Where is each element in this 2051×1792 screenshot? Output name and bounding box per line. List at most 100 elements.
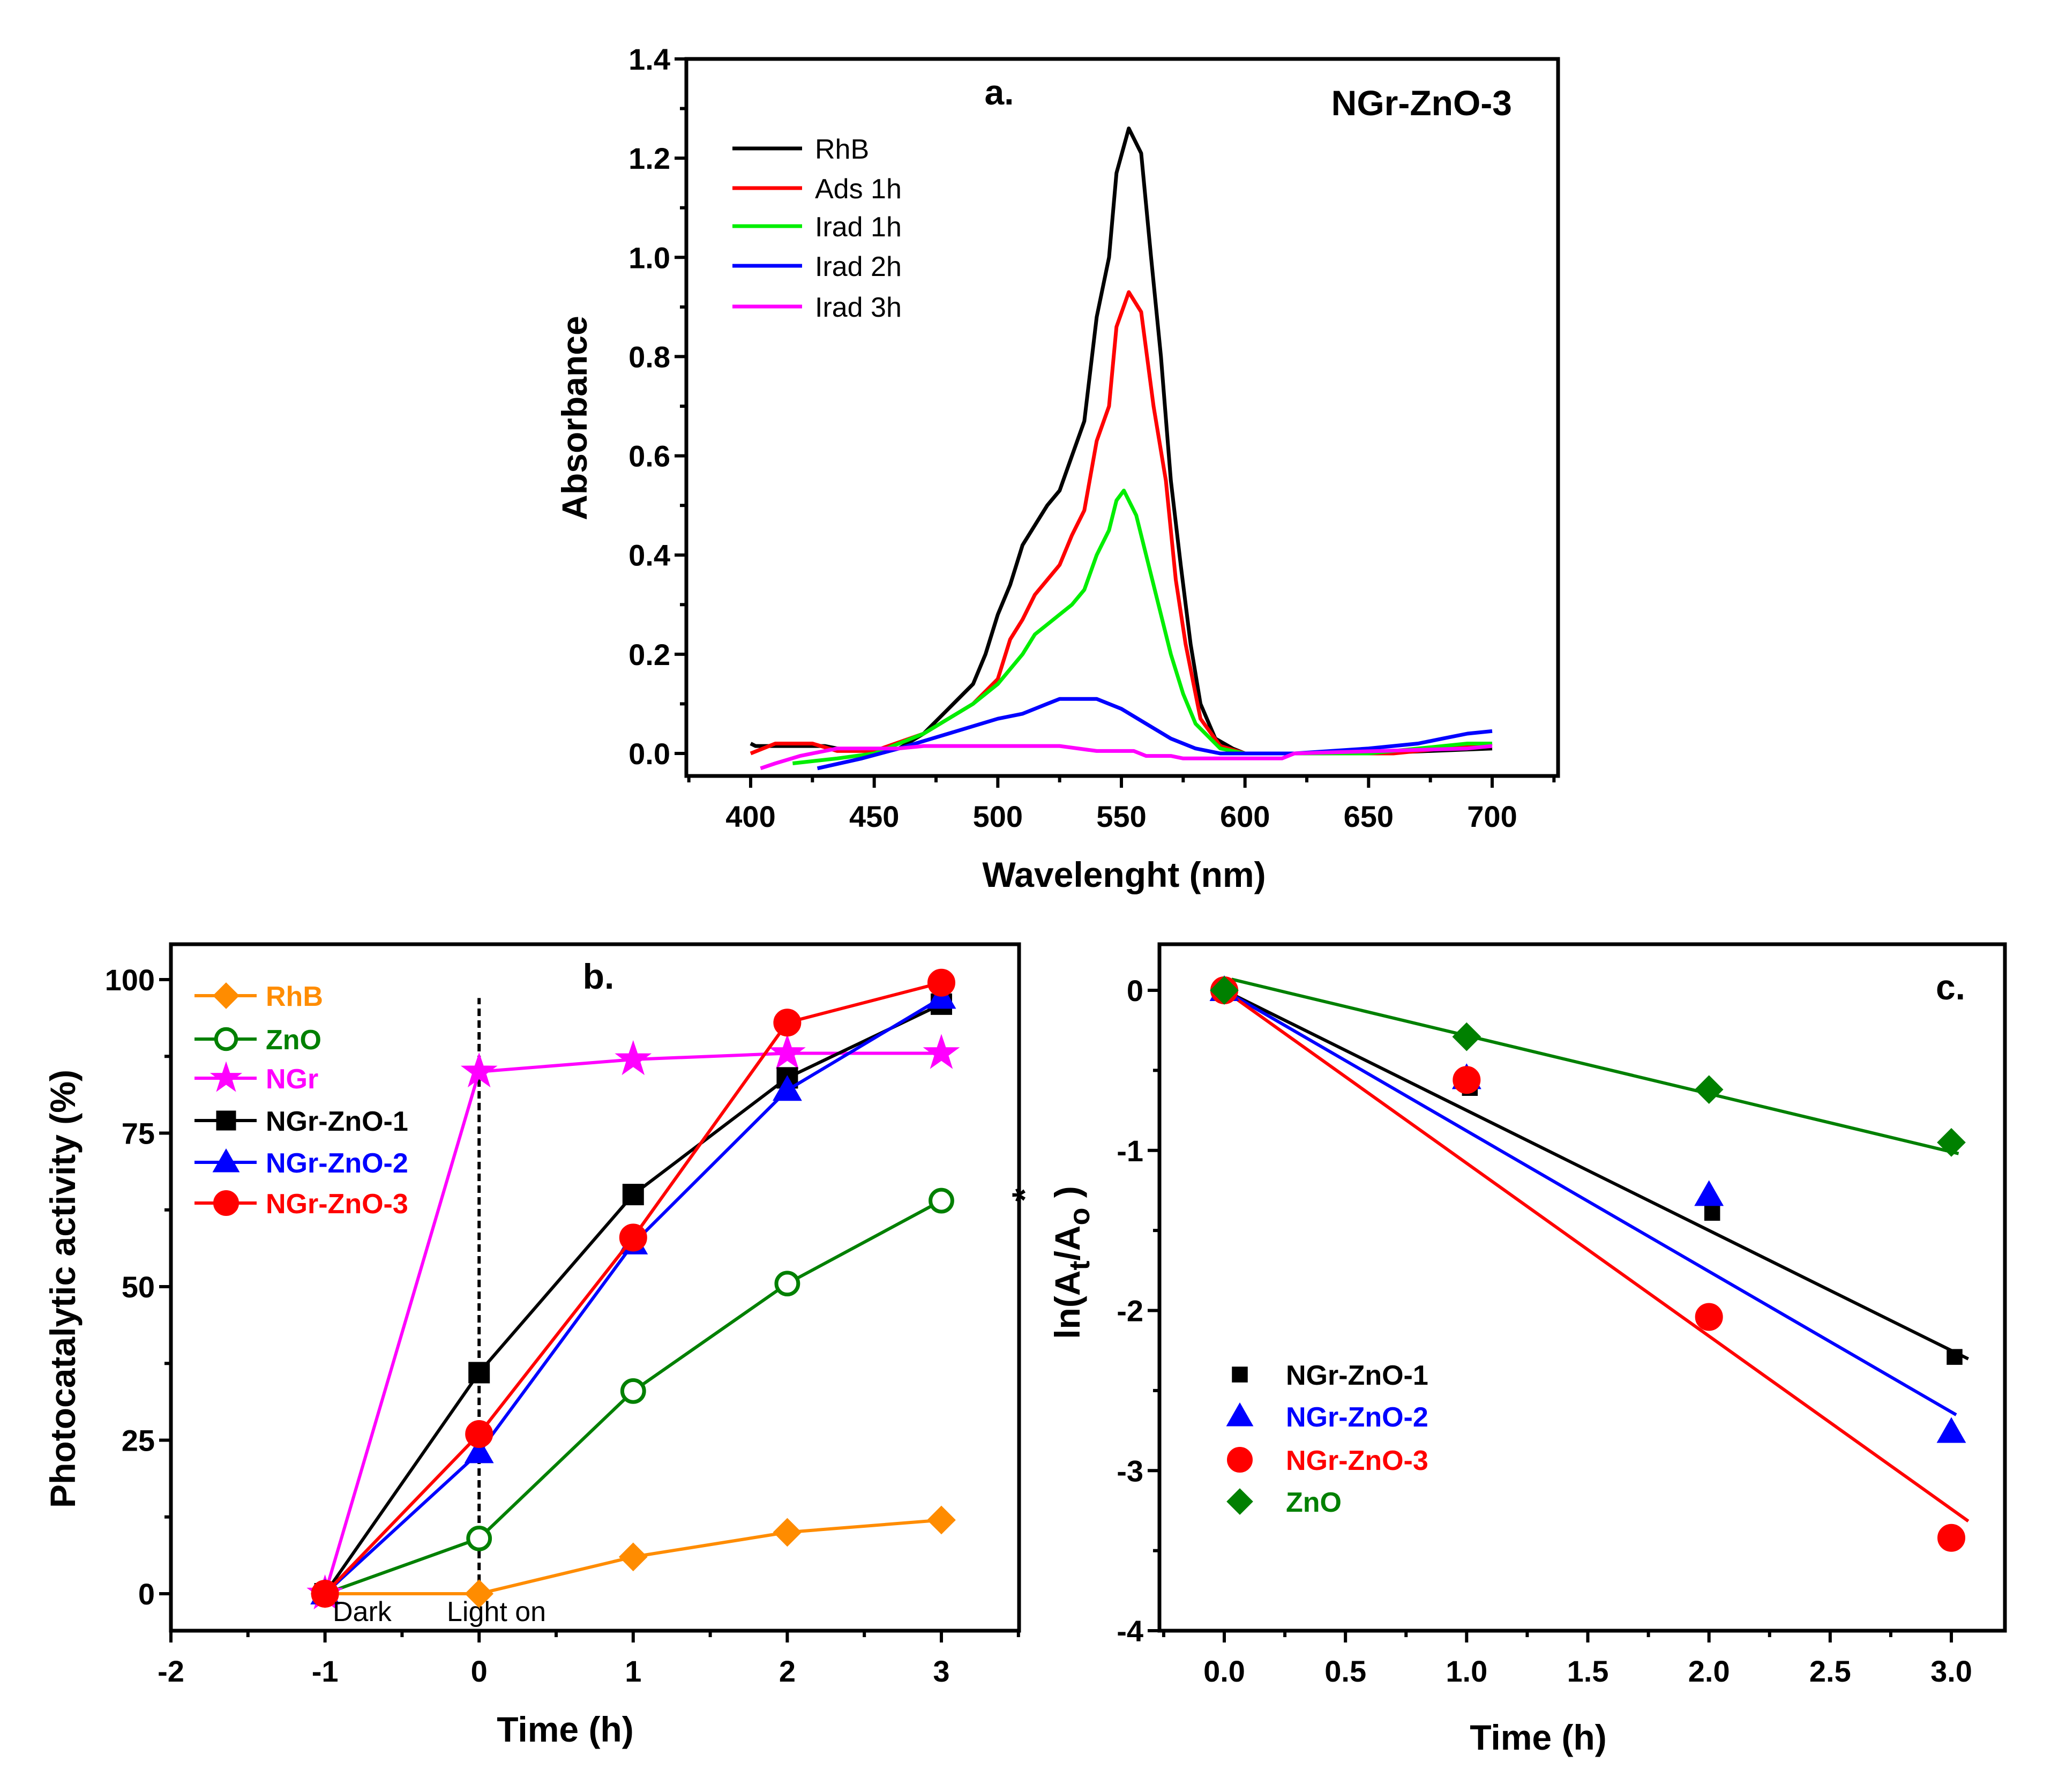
x-tick-label: 3 [933, 1654, 949, 1688]
y-axis-title-sub2: o [1064, 1208, 1096, 1226]
data-point-triangle [1694, 1180, 1724, 1206]
legend-label: Irad 2h [815, 251, 902, 282]
legend-label: ZnO [1286, 1487, 1342, 1518]
x-tick-label: 400 [725, 800, 775, 833]
data-point-diamond [1452, 1022, 1481, 1051]
x-axis-title: Time (h) [497, 1709, 633, 1749]
data-point-triangle [772, 1075, 802, 1101]
x-tick-label: 550 [1096, 800, 1146, 833]
legend-label: Ads 1h [815, 174, 902, 205]
x-axis-title: Wavelenght (nm) [982, 855, 1266, 894]
series-ngr-zno-2 [310, 983, 956, 1604]
series-line-ads-1h [750, 290, 1493, 756]
legend-marker-diamond [213, 982, 239, 1009]
data-point-circle [311, 1580, 339, 1608]
data-point-square [468, 1362, 490, 1384]
legend-marker-open-circle [214, 1027, 238, 1051]
series-ngr-zno-1 [1223, 989, 1969, 1361]
x-tick-label: 0.0 [1203, 1654, 1245, 1688]
x-tick-label: 450 [849, 800, 899, 833]
fit-line [1223, 989, 1969, 1361]
y-tick-label: 1.0 [628, 241, 670, 274]
data-point-circle [927, 968, 955, 997]
x-tick-label: 2.5 [1809, 1654, 1851, 1688]
y-axis-title-sub1: t [1064, 1261, 1096, 1271]
y-tick-label: 1.4 [628, 42, 670, 76]
x-tick-label: 1.5 [1567, 1654, 1609, 1688]
legend-label: NGr-ZnO-3 [266, 1189, 408, 1220]
legend-marker-triangle [212, 1148, 240, 1173]
data-point-open-circle [774, 1271, 800, 1297]
series-ngr-zno-2 [1223, 989, 1957, 1416]
panel-b-series [306, 968, 960, 1610]
y-tick-label: 50 [122, 1270, 155, 1304]
data-point-circle [773, 1009, 802, 1037]
data-point-diamond [1694, 1075, 1724, 1104]
series-line-irad-2h [817, 697, 1493, 771]
fit-line [1223, 989, 1957, 1416]
data-point-diamond [1210, 976, 1239, 1005]
data-point-square [622, 1184, 644, 1206]
y-tick-label: 25 [122, 1424, 155, 1458]
y-tick-label: 100 [105, 963, 155, 997]
y-tick-label: 75 [122, 1117, 155, 1151]
panel-label: a. [984, 72, 1014, 112]
legend: NGr-ZnO-1 NGr-ZnO-2 NGr-ZnO-3 ZnO [1226, 1360, 1428, 1518]
legend: RhB Ads 1h Irad 1h Irad 2h Irad 3h [732, 134, 902, 323]
legend-label: NGr-ZnO-2 [266, 1148, 408, 1179]
data-point-open-circle [620, 1378, 646, 1404]
light-on-annotation: Light on [447, 1596, 546, 1627]
y-tick-label: 0.6 [628, 439, 670, 473]
y-tick-label: 1.2 [628, 141, 670, 175]
panel-label: c. [1936, 967, 1965, 1007]
data-point-circle [619, 1223, 647, 1252]
x-tick-label: 1.0 [1446, 1654, 1487, 1688]
y-tick-label: 0 [1127, 974, 1143, 1007]
fit-line [1231, 977, 1959, 1155]
data-point-square [1704, 1205, 1720, 1221]
series-ngr-zno-3 [1223, 989, 1970, 1522]
y-tick-label: 0.4 [628, 539, 670, 572]
data-point-open-circle [466, 1525, 492, 1551]
data-point-diamond [1937, 1128, 1966, 1157]
fit-line [1223, 989, 1970, 1522]
legend-marker-triangle [1226, 1402, 1254, 1427]
plot-frame [1157, 942, 2007, 1633]
legend-label: NGr [266, 1064, 318, 1095]
series-zno [1231, 977, 1959, 1155]
x-tick-label: 0.5 [1324, 1654, 1366, 1688]
legend-marker-circle [213, 1190, 239, 1216]
x-axis-title: Time (h) [1470, 1718, 1606, 1757]
legend-label: Irad 1h [815, 212, 902, 243]
y-tick-label: -1 [1117, 1134, 1143, 1168]
legend-marker-diamond [1226, 1488, 1253, 1515]
series-line-irad-3h [760, 744, 1493, 771]
panel-b-axes: -2 -1 0 1 2 3 0 25 50 75 100 [105, 942, 1021, 1688]
data-point-circle [1937, 1524, 1965, 1552]
legend-label: Irad 3h [815, 292, 902, 323]
panel-c-axes: 0.0 0.5 1.0 1.5 2.0 2.5 3.0 0 -1 -2 -3 -4 [1117, 942, 2007, 1688]
x-tick-label: -1 [312, 1654, 339, 1688]
y-tick-label: 0 [138, 1577, 155, 1611]
y-tick-label: 0.8 [628, 340, 670, 374]
data-point-star [923, 1034, 960, 1069]
dark-annotation: Dark [333, 1596, 392, 1627]
y-axis-title-superscript: * [1005, 1188, 1044, 1202]
data-point-star [769, 1034, 806, 1069]
data-point-circle [1453, 1066, 1481, 1094]
plot-frame [684, 57, 1560, 778]
legend-label: ZnO [266, 1025, 321, 1056]
sample-annotation: NGr-ZnO-3 [1331, 83, 1512, 123]
data-point-open-circle [929, 1188, 954, 1214]
series-ngr-zno-3 [311, 968, 955, 1608]
series-line [324, 996, 942, 1595]
legend-label: RhB [266, 981, 323, 1012]
x-tick-label: 0 [471, 1654, 488, 1688]
legend-marker-square [216, 1110, 236, 1131]
x-tick-label: 700 [1467, 800, 1517, 833]
series-line [323, 1051, 941, 1594]
y-axis-title: Photocatalytic activity (%) [43, 1070, 83, 1508]
legend-label: NGr-ZnO-1 [1286, 1360, 1428, 1391]
y-axis-title: ln(At/Ao ) [1047, 1186, 1096, 1339]
